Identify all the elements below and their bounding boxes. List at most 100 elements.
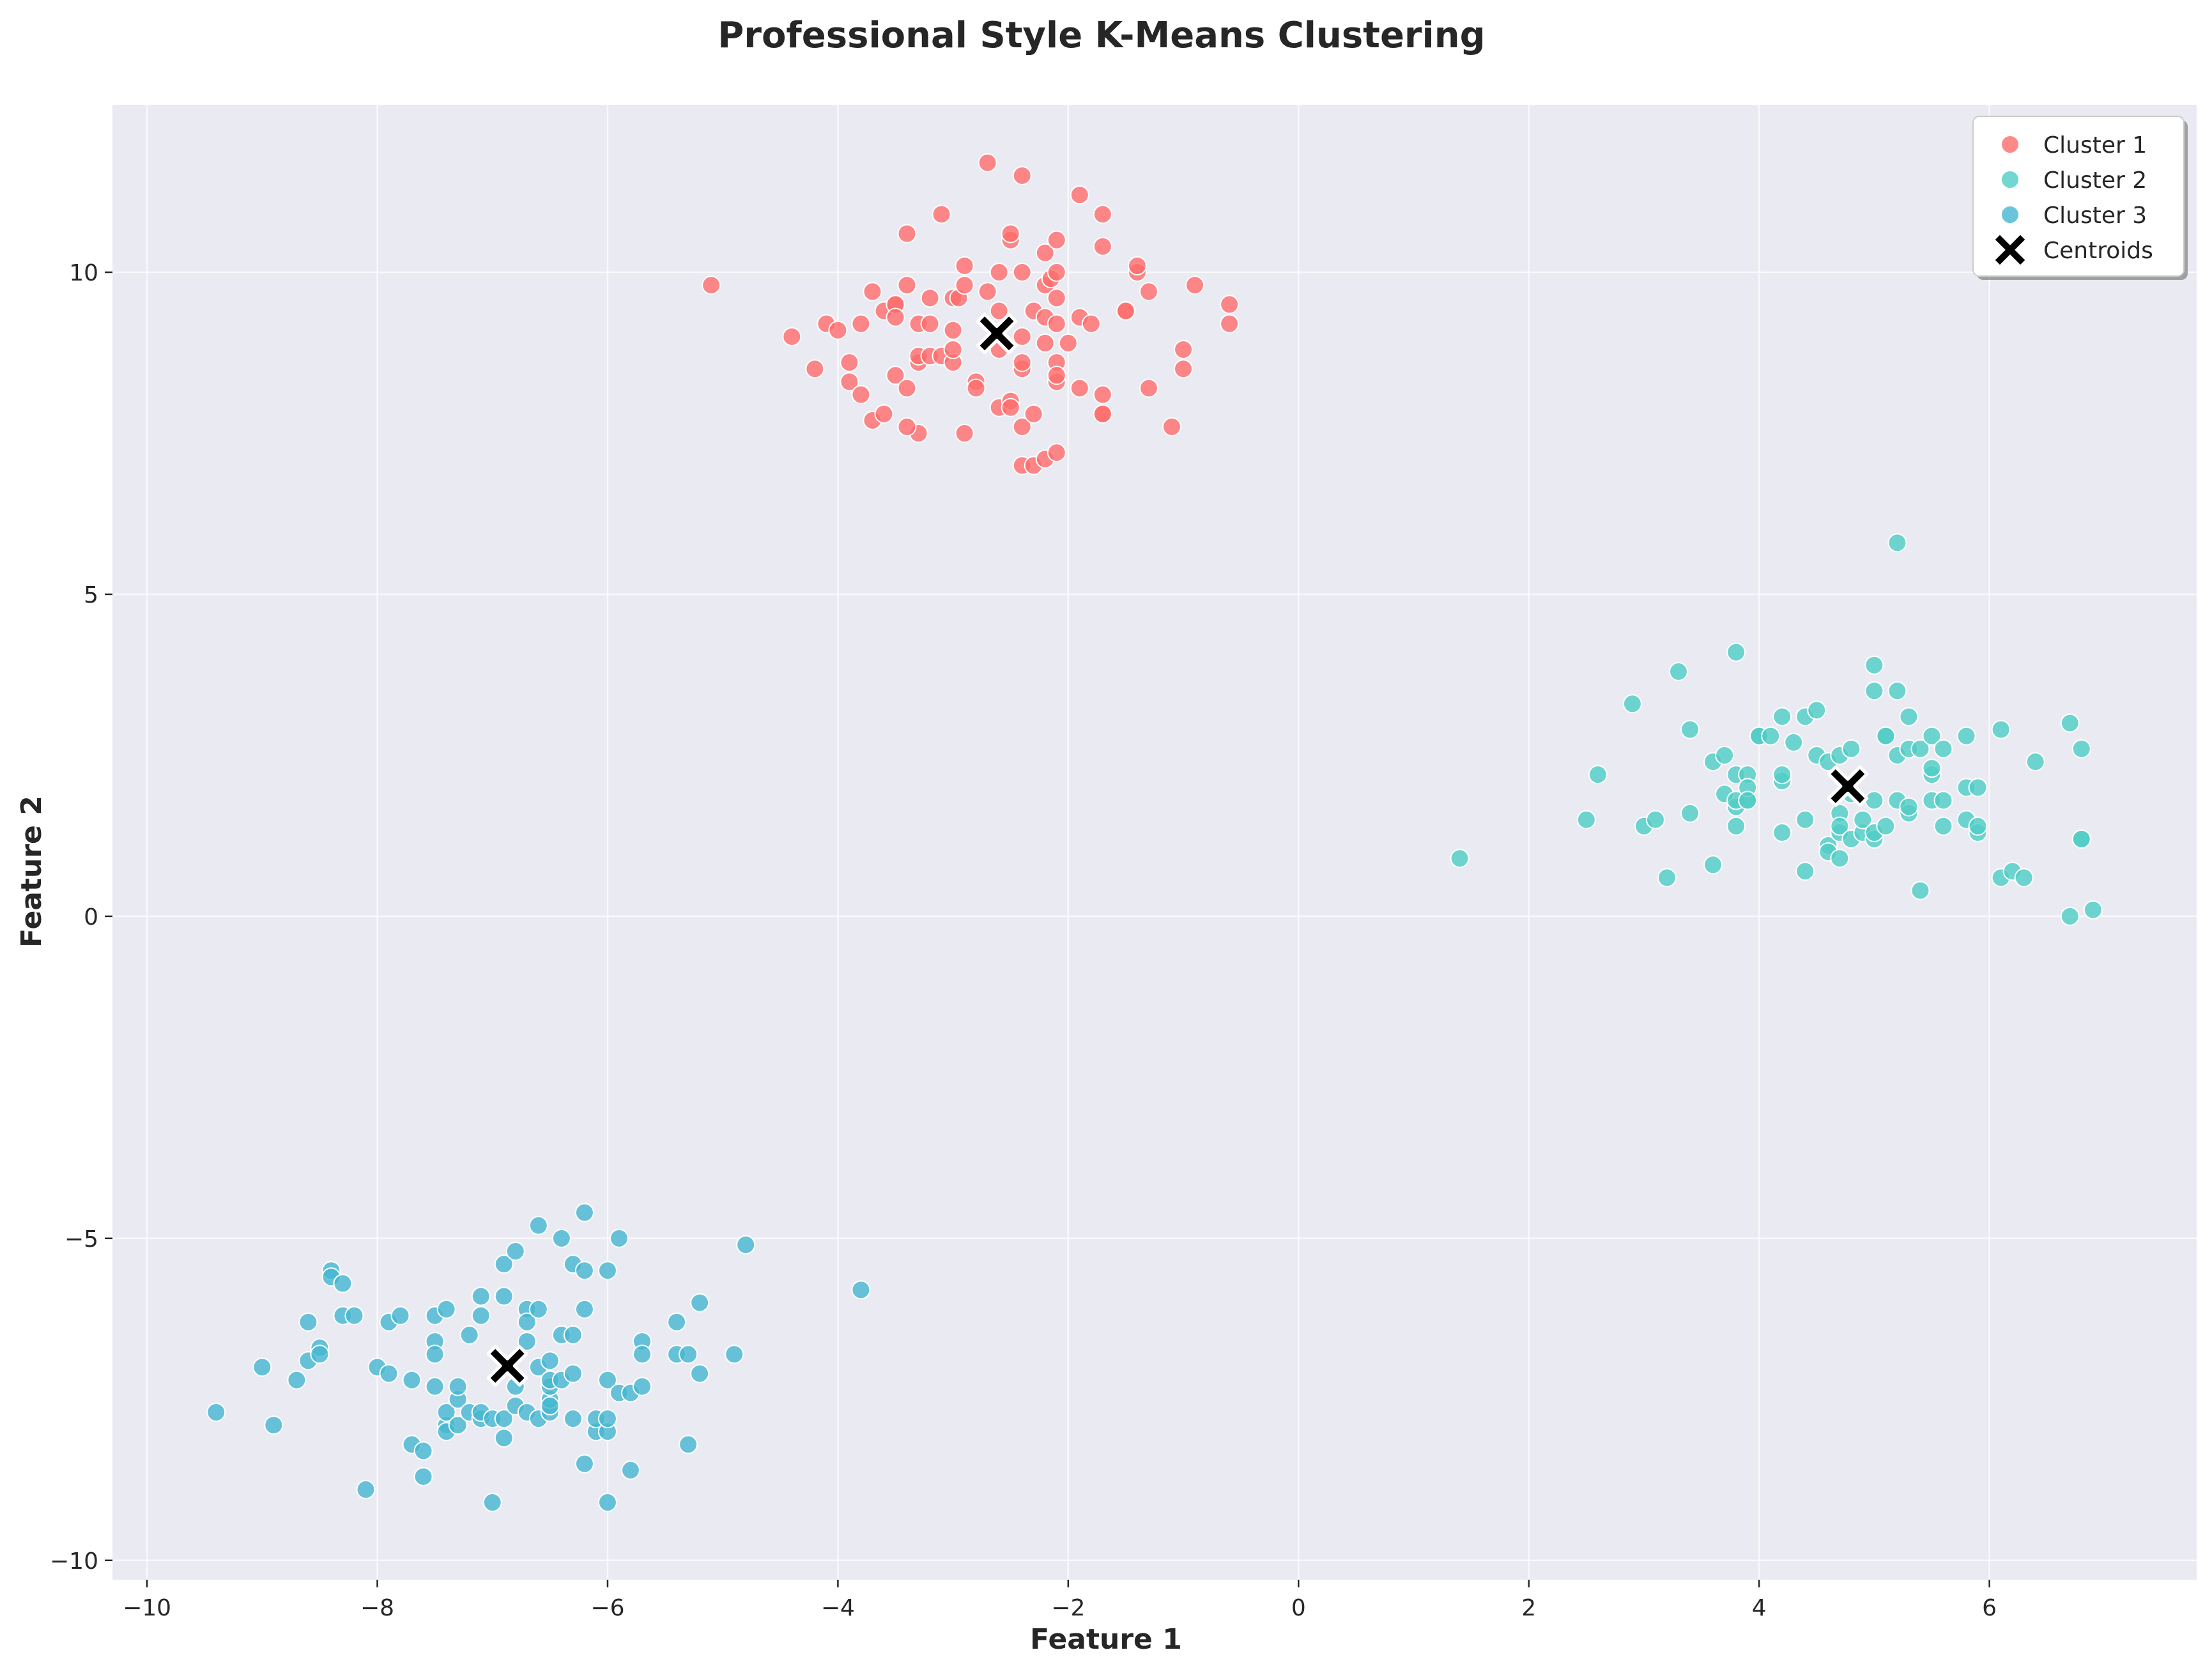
- cluster-2-point: [2060, 906, 2080, 926]
- plot-area: [112, 105, 2197, 1580]
- cluster-1-point: [966, 378, 986, 398]
- cluster-3-point: [851, 1280, 871, 1300]
- cluster-2-point: [2025, 752, 2045, 772]
- cluster-3-point: [517, 1312, 537, 1332]
- cluster-2-point: [2071, 829, 2091, 849]
- cluster-2-point: [1991, 720, 2011, 739]
- cluster-3-point: [633, 1345, 652, 1364]
- cluster-1-point: [943, 320, 963, 340]
- cluster-3-point: [482, 1493, 502, 1513]
- cluster-3-point: [574, 1203, 594, 1222]
- cluster-3-point: [344, 1306, 364, 1325]
- cluster-1-point: [1174, 359, 1194, 379]
- x-tick-label: 6: [1982, 1595, 1997, 1621]
- cluster-3-point: [448, 1376, 468, 1396]
- cluster-3-point: [425, 1345, 445, 1364]
- cluster-1-point: [1047, 314, 1066, 334]
- cluster-1-point: [897, 417, 917, 436]
- cluster-3-point: [540, 1351, 560, 1371]
- cluster-3-point: [667, 1312, 687, 1332]
- cluster-3-point: [563, 1325, 583, 1345]
- cluster-2-point: [1726, 816, 1746, 836]
- cluster-3-point: [597, 1493, 617, 1513]
- legend-centroids-label: Centroids: [2043, 238, 2153, 264]
- cluster-3-point: [679, 1345, 698, 1364]
- cluster-2-point: [1772, 822, 1792, 842]
- cluster-1-point: [1001, 397, 1020, 417]
- cluster-1-point: [1047, 443, 1066, 463]
- cluster-1-point: [897, 275, 917, 295]
- cluster-3-point: [563, 1364, 583, 1384]
- cluster-1-point: [1012, 417, 1032, 436]
- cluster-2-point: [1703, 855, 1723, 875]
- cluster-2-point: [2083, 900, 2103, 920]
- cluster-3-point: [252, 1357, 272, 1377]
- cluster-2-point: [1680, 803, 1700, 823]
- cluster-1-point: [920, 288, 940, 308]
- cluster-3-point: [528, 1215, 548, 1235]
- x-tick-label: −10: [123, 1595, 171, 1621]
- cluster-1-point: [978, 153, 997, 173]
- cluster-1-point: [897, 378, 917, 398]
- cluster-1-point: [955, 256, 974, 275]
- cluster-2-point: [2071, 739, 2091, 759]
- cluster-2-point: [2060, 713, 2080, 733]
- cluster-1-point: [1047, 288, 1066, 308]
- cluster-3-point: [597, 1370, 617, 1390]
- cluster-2-point: [1876, 816, 1896, 836]
- cluster-1-point: [1081, 314, 1101, 334]
- cluster-1-point: [851, 385, 871, 405]
- cluster-3-point: [690, 1364, 710, 1384]
- cluster-1-point: [1047, 263, 1066, 282]
- cluster-2-point: [1899, 707, 1919, 727]
- cluster-2-point: [1887, 681, 1907, 701]
- y-tick-label: 0: [84, 904, 98, 930]
- cluster-3-point: [287, 1370, 307, 1390]
- cluster-2-point: [1807, 700, 1827, 720]
- cluster-3-point: [206, 1402, 226, 1422]
- cluster-3-point: [736, 1235, 756, 1254]
- cluster-1-point: [943, 339, 963, 359]
- cluster-2-point: [1864, 790, 1884, 810]
- legend-cluster-2-marker: [2001, 170, 2020, 189]
- cluster-1-point: [1093, 236, 1112, 256]
- cluster-1-point: [1070, 185, 1089, 205]
- cluster-3-point: [690, 1293, 710, 1313]
- cluster-3-point: [390, 1306, 410, 1325]
- cluster-3-point: [574, 1299, 594, 1319]
- cluster-1-point: [978, 282, 997, 302]
- cluster-3-point: [459, 1325, 479, 1345]
- cluster-2-point: [1956, 726, 1976, 746]
- centroid-marker: [1827, 765, 1869, 807]
- cluster-2-point: [1922, 759, 1942, 778]
- cluster-1-point: [1047, 230, 1066, 250]
- cluster-2-point: [1772, 765, 1792, 785]
- cluster-2-point: [1887, 533, 1907, 553]
- cluster-3-point: [436, 1299, 456, 1319]
- x-tick-label: −2: [1051, 1595, 1085, 1621]
- cluster-2-point: [1795, 810, 1815, 829]
- cluster-3-point: [471, 1306, 491, 1325]
- cluster-1-point: [1127, 256, 1147, 275]
- cluster-1-point: [1012, 263, 1032, 282]
- cluster-3-point: [298, 1312, 318, 1332]
- legend-cluster-1-label: Cluster 1: [2043, 132, 2147, 158]
- cluster-3-point: [425, 1376, 445, 1396]
- cluster-2-point: [1853, 810, 1873, 829]
- x-tick-label: −8: [360, 1595, 394, 1621]
- cluster-3-point: [563, 1409, 583, 1429]
- cluster-2-point: [1576, 810, 1596, 829]
- cluster-1-point: [874, 404, 894, 424]
- cluster-3-point: [379, 1364, 399, 1384]
- cluster-3-point: [574, 1261, 594, 1281]
- y-tick-label: −5: [65, 1226, 98, 1253]
- cluster-2-point: [1772, 707, 1792, 727]
- cluster-1-point: [1185, 275, 1205, 295]
- centroid-marker: [976, 312, 1018, 355]
- cluster-1-point: [828, 320, 848, 340]
- y-tick-label: 5: [84, 582, 98, 608]
- cluster-2-point: [1922, 726, 1942, 746]
- cluster-3-point: [633, 1376, 652, 1396]
- cluster-3-point: [574, 1454, 594, 1474]
- cluster-1-point: [840, 372, 859, 392]
